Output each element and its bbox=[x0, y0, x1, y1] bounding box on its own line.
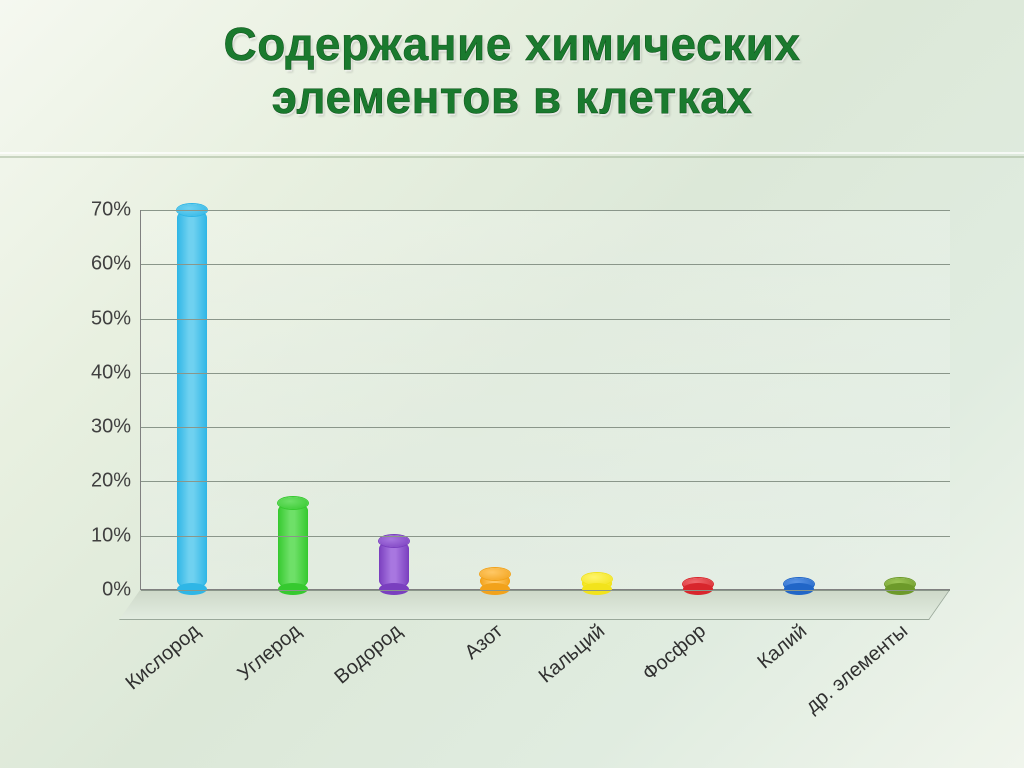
bar-азот bbox=[480, 573, 510, 589]
y-tick-label: 70% bbox=[91, 199, 131, 222]
gridline bbox=[141, 427, 950, 428]
gridline bbox=[141, 481, 950, 482]
gridline bbox=[141, 264, 950, 265]
elements-bar-chart: 0%10%20%30%40%50%60%70% КислородУглеродВ… bbox=[60, 190, 970, 690]
bar-водород bbox=[379, 540, 409, 589]
y-tick-label: 10% bbox=[91, 524, 131, 547]
bar-углерод bbox=[278, 502, 308, 589]
bar-фосфор bbox=[683, 583, 713, 589]
title-line-1: Содержание химических bbox=[224, 18, 801, 70]
chart-bars-layer bbox=[141, 210, 950, 589]
bar-кислород bbox=[177, 209, 207, 589]
chart-plot-area: 0%10%20%30%40%50%60%70% bbox=[140, 210, 950, 590]
bar-др-элементы bbox=[885, 583, 915, 589]
gridline bbox=[141, 536, 950, 537]
y-tick-label: 20% bbox=[91, 470, 131, 493]
gridline bbox=[141, 210, 950, 211]
page-title: Содержание химических элементов в клетка… bbox=[0, 0, 1024, 124]
title-line-2: элементов в клетках bbox=[272, 71, 753, 123]
y-tick-label: 60% bbox=[91, 253, 131, 276]
y-tick-label: 30% bbox=[91, 416, 131, 439]
y-tick-label: 50% bbox=[91, 307, 131, 330]
gridline bbox=[141, 373, 950, 374]
y-tick-label: 0% bbox=[102, 579, 131, 602]
title-rule-shadow bbox=[0, 156, 1024, 158]
y-tick-label: 40% bbox=[91, 361, 131, 384]
title-rule bbox=[0, 152, 1024, 154]
gridline bbox=[141, 590, 950, 591]
gridline bbox=[141, 319, 950, 320]
bar-кальций bbox=[582, 578, 612, 589]
bar-калий bbox=[784, 583, 814, 589]
